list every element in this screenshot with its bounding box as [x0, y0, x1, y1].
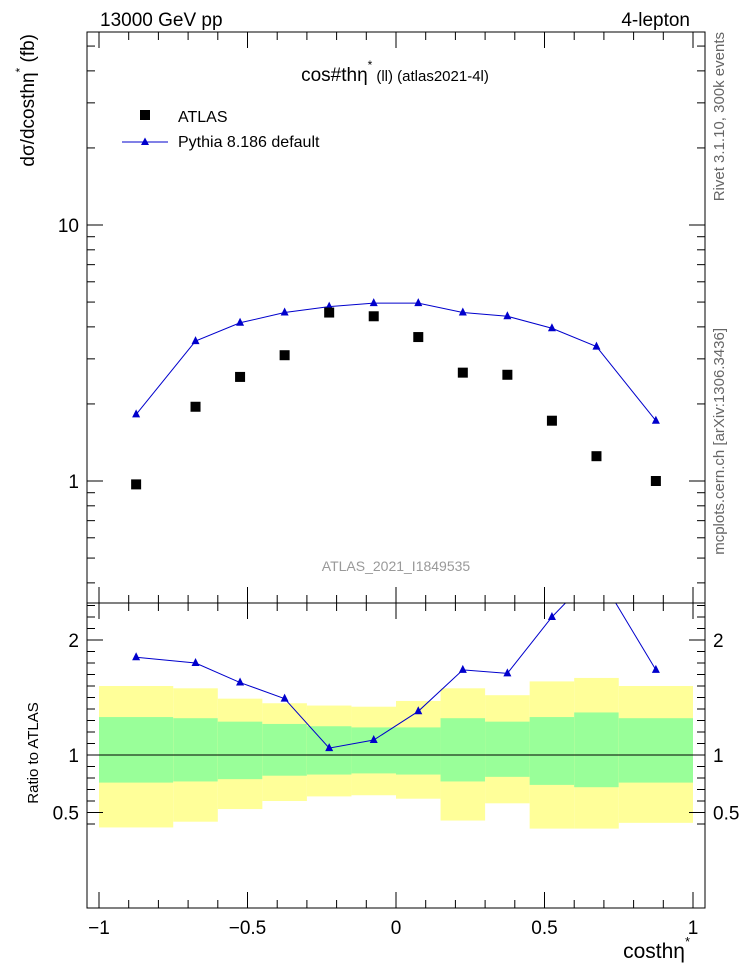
- rivet-label: Rivet 3.1.10, 300k events: [711, 32, 728, 201]
- ratio-uncertainty-bands: [87, 677, 705, 829]
- ratio-point: [592, 566, 600, 574]
- ratio-frame: [86, 602, 706, 909]
- inner-band-bin: [351, 727, 396, 774]
- ratio-y-tick-label-right: 1: [713, 746, 724, 767]
- inner-band-bin: [396, 727, 441, 775]
- ratio-y-tick-label-left: 1: [68, 746, 79, 767]
- mc-point: [191, 336, 200, 345]
- legend-mc-label: Pythia 8.186 default: [178, 134, 320, 151]
- mc-point: [547, 323, 556, 332]
- atlas-point: [546, 415, 557, 426]
- ratio-y-tick-label-left: 2: [68, 631, 79, 652]
- main-y-axis-label-main: dσ/dcosthη: [18, 72, 39, 166]
- x-tick-label: 0.5: [531, 918, 557, 939]
- main-mc-line: [135, 302, 657, 422]
- mcplots-label: mcplots.cern.ch [arXiv:1306.3436]: [711, 328, 728, 555]
- atlas-point: [457, 367, 468, 378]
- ratio-point: [236, 677, 245, 686]
- inner-band-bin: [485, 721, 530, 777]
- main-y-axis-label-sup: *: [13, 67, 27, 72]
- ratio-series-group: [132, 566, 660, 752]
- x-tick-label: 0: [391, 918, 402, 939]
- chart-title-tail: (ll) (atlas2021-4l): [376, 68, 489, 85]
- main-y-axis-label: dσ/dcosthη* (fb): [13, 34, 39, 167]
- legend-mc-marker: [141, 137, 149, 145]
- inner-band-bin: [529, 717, 575, 785]
- analysis-watermark: ATLAS_2021_I1849535: [322, 558, 471, 574]
- legend: ATLAS Pythia 8.186 default: [122, 109, 320, 151]
- inner-band-bin: [262, 723, 307, 776]
- mc-curve: [135, 302, 657, 422]
- ratio-point: [458, 664, 467, 673]
- main-y-axis-label-tail: (fb): [18, 34, 39, 68]
- x-axis-label-main: costhη: [623, 940, 685, 963]
- main-axis-ticks: 1 10: [58, 32, 705, 603]
- atlas-point: [650, 476, 661, 486]
- chart-title-main: cos#thη: [301, 65, 368, 86]
- x-tick-label: −0.5: [229, 918, 267, 939]
- ratio-point: [325, 743, 334, 752]
- inner-band-bin: [173, 718, 218, 782]
- main-y-tick-label: 1: [68, 472, 79, 493]
- atlas-point: [279, 350, 290, 361]
- header-right: 4-lepton: [621, 10, 690, 31]
- atlas-point: [131, 479, 142, 490]
- inner-band-bin: [440, 718, 486, 782]
- ratio-y-axis-label: Ratio to ATLAS: [25, 702, 42, 803]
- mc-point: [236, 317, 245, 326]
- main-panel: 110 cos#thη*(ll) (atlas2021-4l) ATLAS_20…: [13, 31, 706, 604]
- mc-point: [651, 415, 660, 424]
- atlas-point: [324, 307, 335, 318]
- mc-point: [458, 307, 467, 316]
- x-tick-label: −1: [88, 918, 110, 939]
- ratio-point: [414, 706, 423, 715]
- x-axis-label: costhη*: [623, 934, 690, 963]
- main-y-tick-label: 10: [58, 216, 79, 237]
- ratio-point: [132, 652, 141, 661]
- ratio-point: [280, 693, 289, 702]
- ratio-point: [547, 612, 556, 620]
- atlas-point: [235, 371, 246, 382]
- ratio-y-tick-label-right: 2: [713, 631, 724, 652]
- x-axis-label-sup: *: [685, 934, 690, 949]
- ratio-axis-ticks: 0.5 0.5 1 1 2 2 −1 −0.5 0 0.5 1: [53, 603, 739, 939]
- legend-atlas-marker: [140, 110, 150, 120]
- inner-band-bin: [574, 712, 619, 788]
- atlas-point: [591, 451, 602, 462]
- mc-point: [369, 298, 378, 307]
- inner-band-bin: [618, 718, 693, 783]
- atlas-point: [413, 332, 424, 343]
- inner-band-bin: [217, 721, 263, 780]
- chart-title-sup: *: [368, 58, 373, 72]
- header-left: 13000 GeV pp: [100, 10, 223, 31]
- mc-point: [414, 298, 423, 307]
- atlas-point: [190, 401, 201, 412]
- mc-point: [132, 409, 141, 418]
- ratio-panel: 0.5 0.5 1 1 2 2 −1 −0.5 0 0.5 1 Ratio to ATLAS cos…: [25, 566, 739, 963]
- ratio-point: [651, 664, 660, 673]
- ratio-frame-rect: [86, 602, 706, 909]
- ratio-point: [503, 668, 512, 677]
- ratio-point: [369, 735, 378, 744]
- mc-point: [503, 311, 512, 320]
- ratio-y-tick-label-left: 0.5: [53, 804, 79, 825]
- x-tick-label: 1: [688, 918, 699, 939]
- atlas-point: [368, 311, 379, 322]
- ratio-curve: [136, 603, 657, 749]
- mc-point: [280, 307, 289, 316]
- ratio-mc-line: [132, 566, 660, 752]
- ratio-y-tick-label-right: 0.5: [713, 804, 739, 825]
- mc-point: [592, 341, 601, 350]
- atlas-point: [502, 369, 513, 380]
- main-data-points: [131, 298, 661, 490]
- chart-title: cos#thη*(ll) (atlas2021-4l): [301, 58, 489, 86]
- inner-band-bin: [99, 717, 174, 783]
- ratio-point: [191, 658, 200, 666]
- legend-atlas-label: ATLAS: [178, 109, 228, 126]
